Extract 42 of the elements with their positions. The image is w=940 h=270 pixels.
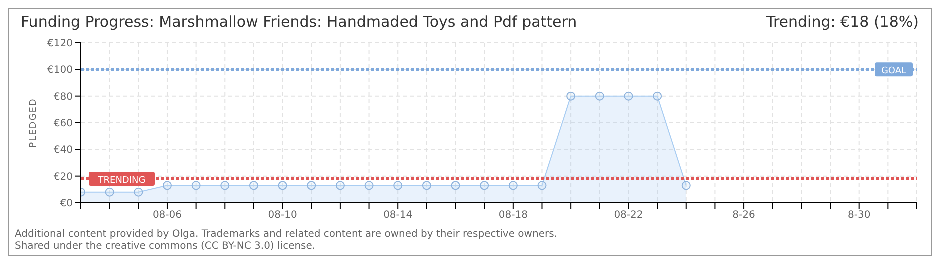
point (192, 181, 201, 190)
point (162, 181, 172, 190)
point (653, 92, 662, 101)
point (105, 188, 114, 197)
chart-title: Funding Progress: Marshmallow Friends: Handmaded Toys and Pdf pattern (21, 13, 578, 31)
text: Additional content provided by Olga. Trademarks and related content are owned by their respective owners. (15, 229, 558, 241)
point (364, 181, 374, 190)
y-tick-label: €40 (54, 145, 73, 156)
y-tick-label: €80 (54, 92, 73, 103)
y-tick-label: €20 (54, 172, 73, 183)
x-tick-label: 08-18 (498, 210, 528, 222)
y-tick-label: €0 (60, 198, 73, 210)
point (538, 181, 547, 190)
x-tick-label: 08-22 (614, 210, 644, 222)
y-tick-label: €60 (54, 118, 73, 130)
point (595, 92, 604, 101)
point (566, 92, 576, 101)
x-tick-label: 08-14 (384, 210, 413, 222)
point (394, 181, 403, 190)
point (624, 92, 634, 101)
y-tick-label: €100 (48, 65, 73, 76)
point (134, 188, 144, 197)
ref-line-label: TRENDING (97, 176, 146, 186)
ref-line-label: GOAL (881, 66, 907, 77)
point (249, 181, 258, 190)
x-tick-label: 08-06 (152, 210, 182, 222)
point (480, 181, 490, 190)
chart-subtitle: Trending: €18 (18%) (766, 13, 919, 31)
point (307, 181, 316, 190)
point (278, 181, 288, 190)
point (422, 181, 432, 190)
x-tick-label: 8-26 (732, 210, 756, 222)
x-tick-label: 08-10 (268, 210, 298, 222)
point (336, 181, 345, 190)
point (451, 181, 460, 190)
point (682, 181, 691, 190)
y-tick-label: €120 (48, 38, 73, 50)
y-axis-title: PLEDGED (29, 98, 40, 148)
point (508, 181, 518, 190)
x-tick-label: 8-30 (848, 210, 871, 222)
text: Shared under the creative commons (CC BY-NC 3.0) license. (15, 241, 317, 253)
point (220, 181, 230, 190)
